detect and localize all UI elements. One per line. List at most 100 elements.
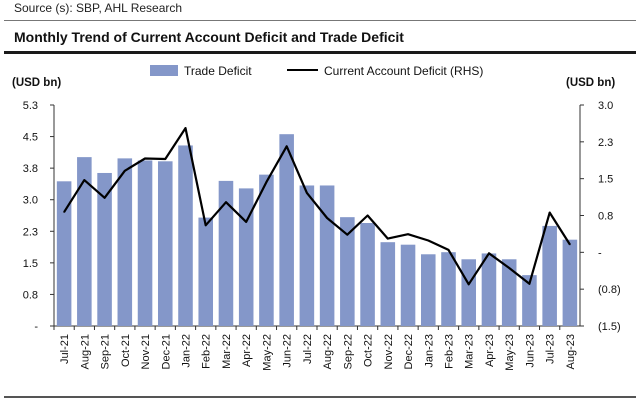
- bar-trade-deficit: [299, 185, 315, 326]
- line-point-current-account-deficit: [83, 179, 86, 181]
- line-point-current-account-deficit: [346, 233, 349, 236]
- bar-trade-deficit: [157, 161, 173, 326]
- bar-trade-deficit: [400, 244, 416, 326]
- x-tick-label: Jun-23: [524, 334, 536, 368]
- x-tick-label: Apr-23: [484, 334, 496, 367]
- source-note: Source (s): SBP, AHL Research: [14, 1, 183, 15]
- line-point-current-account-deficit: [103, 197, 106, 199]
- bar-series: [56, 134, 578, 326]
- bar-trade-deficit: [319, 185, 335, 326]
- bar-trade-deficit: [238, 188, 254, 326]
- x-tick-label: May-23: [504, 334, 516, 371]
- line-current-account-deficit: [63, 127, 571, 286]
- right-tick-label: 2.3: [598, 137, 613, 149]
- bottom-rule: [4, 396, 636, 398]
- right-tick-label: 1.5: [598, 174, 613, 186]
- line-point-current-account-deficit: [366, 214, 369, 217]
- bar-trade-deficit: [117, 158, 133, 326]
- x-tick-label: Jul-21: [59, 334, 71, 364]
- line-point-current-account-deficit: [245, 221, 247, 223]
- x-tick-label: Nov-21: [140, 334, 152, 369]
- line-point-current-account-deficit: [528, 282, 531, 285]
- line-point-current-account-deficit: [569, 243, 571, 246]
- bar-trade-deficit: [380, 242, 396, 326]
- bar-trade-deficit: [137, 160, 153, 326]
- bar-trade-deficit: [501, 259, 517, 326]
- line-point-current-account-deficit: [387, 237, 389, 240]
- right-axis-unit: (USD bn): [566, 77, 615, 89]
- line-point-current-account-deficit: [63, 211, 65, 213]
- line-point-current-account-deficit: [285, 145, 288, 148]
- line-point-current-account-deficit: [164, 158, 167, 160]
- x-tick-label: Oct-21: [120, 334, 132, 367]
- line-point-current-account-deficit: [265, 181, 268, 183]
- legend: Trade Deficit Current Account Deficit (RH…: [150, 64, 483, 78]
- x-tick-label: Oct-22: [363, 334, 375, 367]
- bar-trade-deficit: [420, 254, 436, 326]
- x-tick-label: Mar-23: [464, 334, 476, 369]
- bar-trade-deficit: [360, 223, 375, 326]
- line-point-current-account-deficit: [225, 201, 227, 204]
- x-tick-label: Sep-21: [100, 334, 112, 369]
- left-axis-unit: (USD bn): [12, 77, 61, 89]
- bar-trade-deficit: [481, 253, 497, 326]
- x-tick-label: Jun-22: [282, 334, 294, 368]
- x-tick-label: Mar-22: [221, 334, 233, 369]
- x-tick-label: Feb-22: [201, 334, 213, 369]
- line-point-current-account-deficit: [548, 211, 551, 214]
- left-tick-label: 4.5: [23, 132, 38, 144]
- x-tick-label: Dec-21: [160, 334, 172, 369]
- x-tick-label: Dec-22: [403, 334, 415, 369]
- left-tick-label: -: [34, 321, 38, 333]
- line-point-current-account-deficit: [124, 170, 126, 172]
- bar-trade-deficit: [259, 174, 274, 326]
- left-tick-label: 2.3: [23, 226, 38, 238]
- bar-trade-deficit: [542, 225, 557, 326]
- x-tick-label: Aug-23: [565, 334, 577, 369]
- line-point-current-account-deficit: [447, 249, 450, 251]
- right-tick-label: 0.8: [598, 211, 613, 223]
- left-tick-label: 3.0: [23, 195, 38, 207]
- x-tick-label: Sep-22: [342, 334, 354, 369]
- line-point-current-account-deficit: [326, 217, 328, 219]
- left-tick-label: 1.5: [23, 258, 38, 270]
- x-tick-label: Aug-21: [79, 334, 91, 369]
- legend-label-current-account: Current Account Deficit (RHS): [324, 64, 483, 78]
- left-tick-label: 0.8: [23, 289, 38, 301]
- line-point-current-account-deficit: [184, 127, 187, 129]
- tick-labels: 5.3 4.5 3.8 3.0 2.3 1.5 0.8 - 3.0 2.3 1.5 0.8 - (0.8)…: [12, 77, 621, 371]
- x-tick-label: Jul-23: [545, 334, 557, 364]
- bar-trade-deficit: [461, 259, 477, 326]
- chart-title: Monthly Trend of Current Account Deficit…: [14, 29, 404, 45]
- line-point-current-account-deficit: [204, 224, 207, 227]
- line-point-current-account-deficit: [427, 239, 430, 242]
- bar-trade-deficit: [441, 252, 456, 326]
- bar-trade-deficit: [522, 275, 537, 326]
- x-tick-label: Feb-23: [444, 334, 456, 369]
- right-tick-label: (1.5): [598, 321, 621, 333]
- x-tick-label: Apr-22: [241, 334, 253, 367]
- x-tick-label: Jan-23: [423, 334, 435, 368]
- left-tick-label: 5.3: [23, 100, 38, 112]
- x-tick-label: Aug-22: [322, 334, 334, 369]
- x-tick-label: Jan-22: [181, 334, 193, 368]
- title-rule: [4, 51, 636, 54]
- top-thin-rule: [4, 20, 636, 21]
- bar-trade-deficit: [198, 217, 214, 326]
- line-point-current-account-deficit: [467, 283, 470, 286]
- bar-trade-deficit: [178, 145, 193, 326]
- legend-swatch-trade-deficit: [150, 65, 178, 76]
- line-point-current-account-deficit: [407, 233, 409, 235]
- bar-trade-deficit: [77, 157, 92, 326]
- line-point-current-account-deficit: [306, 192, 308, 194]
- x-tick-label: May-22: [261, 334, 273, 371]
- legend-label-trade-deficit: Trade Deficit: [184, 64, 252, 78]
- bar-trade-deficit: [279, 134, 294, 326]
- x-tick-label: Nov-22: [383, 334, 395, 369]
- right-tick-label: -: [598, 247, 602, 259]
- bar-trade-deficit: [562, 239, 578, 326]
- bar-trade-deficit: [340, 217, 355, 326]
- bar-trade-deficit: [97, 172, 112, 326]
- line-series: [63, 127, 571, 286]
